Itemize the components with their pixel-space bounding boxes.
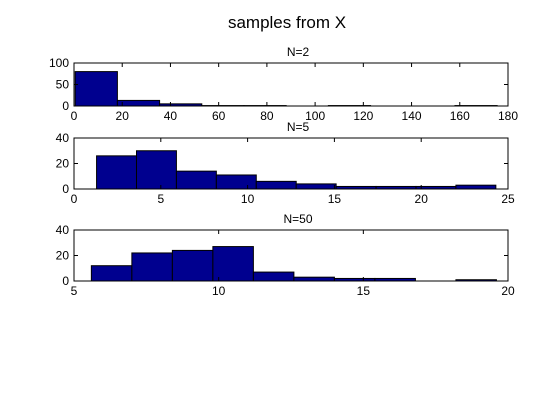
y-tick-label: 20 <box>56 249 70 263</box>
histogram-bar <box>455 184 497 190</box>
x-tick-label: 10 <box>212 284 226 298</box>
histogram-bar <box>293 276 335 282</box>
x-tick-label: 25 <box>501 192 515 206</box>
subplot-1: 0 20 40 60 80 100 120 140 160 180 0 50 100 N=2 <box>49 45 518 123</box>
x-tick-label: 5 <box>71 284 78 298</box>
subplot-title: N=50 <box>283 212 312 226</box>
x-tick-label: 15 <box>328 192 342 206</box>
histogram-bar <box>212 246 254 282</box>
histogram-bar <box>135 150 177 190</box>
histogram-bar <box>171 249 214 282</box>
y-tick-label: 100 <box>49 56 69 70</box>
figure-title: samples from X <box>228 13 346 32</box>
x-tick-label: 0 <box>71 192 78 206</box>
histogram-bar <box>131 252 173 282</box>
x-tick-label: 20 <box>116 109 130 123</box>
histogram-bar <box>90 265 133 282</box>
x-tick-label: 20 <box>415 192 429 206</box>
axes-box <box>73 62 509 107</box>
x-tick-label: 40 <box>164 109 178 123</box>
y-tick-label: 0 <box>62 274 69 288</box>
x-tick-label: 10 <box>241 192 255 206</box>
x-tick-label: 5 <box>157 192 164 206</box>
y-tick-label: 40 <box>56 223 70 237</box>
x-tick-label: 180 <box>498 109 518 123</box>
y-tick-label: 0 <box>62 99 69 113</box>
subplot-3: 5 10 15 20 0 20 40 N=50 <box>56 212 515 298</box>
histogram-bar <box>215 174 257 190</box>
histogram-bar <box>295 183 337 190</box>
x-tick-label: 20 <box>501 284 515 298</box>
histogram-bar <box>252 271 295 282</box>
y-tick-label: 40 <box>56 131 70 145</box>
subplot-2: 0 5 10 15 20 25 0 20 40 N=5 <box>56 120 515 206</box>
x-tick-label: 15 <box>357 284 371 298</box>
x-tick-label: 80 <box>260 109 274 123</box>
subplot-title: N=2 <box>287 45 310 59</box>
y-tick-label: 50 <box>56 78 70 92</box>
x-tick-label: 160 <box>450 109 470 123</box>
x-tick-label: 120 <box>353 109 373 123</box>
x-tick-label: 60 <box>212 109 226 123</box>
histogram-bar <box>96 155 137 190</box>
y-tick-label: 0 <box>62 182 69 196</box>
x-tick-label: 100 <box>305 109 325 123</box>
x-tick-label: 0 <box>71 109 78 123</box>
x-tick-label: 140 <box>402 109 422 123</box>
y-tick-label: 20 <box>56 157 70 171</box>
histogram-bar <box>175 170 217 190</box>
histogram-bar <box>255 180 297 190</box>
histogram-bar <box>116 99 161 107</box>
histogram-bar <box>74 71 118 107</box>
subplot-title: N=5 <box>287 120 310 134</box>
